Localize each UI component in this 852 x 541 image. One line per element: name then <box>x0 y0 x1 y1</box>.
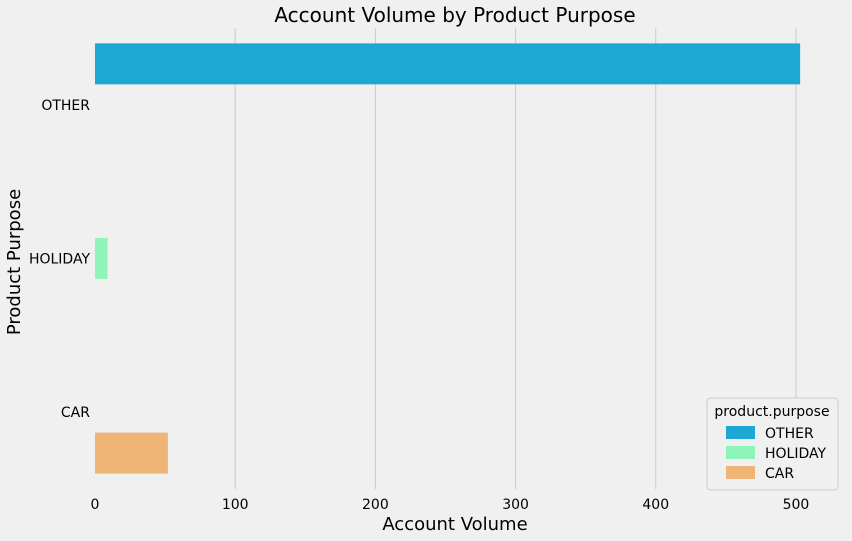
legend-entries: OTHER HOLIDAY CAR <box>726 426 827 482</box>
bar-holiday <box>95 238 108 279</box>
legend-label-car: CAR <box>765 466 794 482</box>
legend-label-other: OTHER <box>765 426 814 442</box>
x-tick-label: 500 <box>783 497 810 513</box>
x-tick-label: 100 <box>222 497 249 513</box>
legend-label-holiday: HOLIDAY <box>765 446 827 462</box>
bar-other <box>95 43 801 85</box>
legend: product.purpose OTHER HOLIDAY CAR <box>706 397 839 491</box>
legend-swatch-other <box>726 426 755 439</box>
x-tick-label: 300 <box>502 497 529 513</box>
y-axis-title: Product Purpose <box>4 189 25 335</box>
y-category-labels: OTHER HOLIDAY CAR <box>29 98 91 421</box>
legend-swatch-holiday <box>726 446 755 459</box>
x-tick-labels: 0 100 200 300 400 500 <box>91 497 810 513</box>
y-category-label: CAR <box>61 405 90 421</box>
x-tick-label: 200 <box>362 497 389 513</box>
y-category-label: HOLIDAY <box>29 252 91 268</box>
y-category-label: OTHER <box>41 98 90 114</box>
legend-swatch-car <box>726 466 755 479</box>
legend-title: product.purpose <box>714 404 829 420</box>
x-axis-title: Account Volume <box>382 514 527 535</box>
grid-lines <box>234 28 797 489</box>
chart-title: Account Volume by Product Purpose <box>274 3 635 27</box>
bars <box>95 43 801 474</box>
x-tick-label: 400 <box>642 497 669 513</box>
x-tick-label: 0 <box>91 497 100 513</box>
bar-car <box>95 432 168 474</box>
